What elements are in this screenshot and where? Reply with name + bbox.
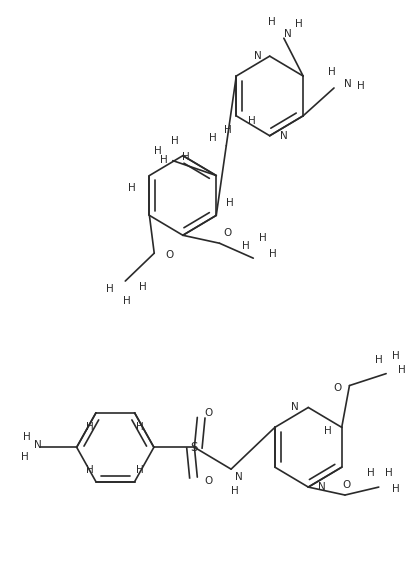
Text: H: H — [375, 355, 382, 365]
Text: N: N — [34, 440, 42, 450]
Text: N: N — [235, 472, 243, 482]
Text: H: H — [106, 284, 114, 294]
Text: H: H — [231, 486, 239, 496]
Text: H: H — [224, 125, 232, 135]
Text: N: N — [291, 403, 298, 413]
Text: O: O — [166, 250, 174, 260]
Text: H: H — [357, 81, 365, 91]
Text: H: H — [392, 350, 400, 360]
Text: N: N — [344, 79, 352, 89]
Text: H: H — [136, 421, 144, 431]
Text: H: H — [124, 296, 131, 306]
Text: N: N — [280, 131, 288, 141]
Text: H: H — [367, 468, 375, 478]
Text: O: O — [205, 409, 213, 419]
Text: H: H — [183, 151, 190, 161]
Text: H: H — [160, 154, 167, 164]
Text: H: H — [86, 465, 94, 475]
Text: O: O — [223, 228, 231, 238]
Text: N: N — [254, 51, 262, 61]
Text: H: H — [269, 17, 276, 27]
Text: H: H — [153, 146, 161, 156]
Text: H: H — [128, 183, 136, 193]
Text: H: H — [136, 465, 144, 475]
Text: H: H — [171, 136, 179, 146]
Text: H: H — [295, 19, 303, 29]
Text: O: O — [334, 383, 342, 393]
Text: N: N — [284, 29, 292, 39]
Text: H: H — [226, 198, 234, 208]
Text: H: H — [209, 133, 217, 143]
Text: H: H — [328, 67, 336, 77]
Text: H: H — [86, 421, 94, 431]
Text: H: H — [324, 426, 332, 436]
Text: O: O — [205, 476, 213, 486]
Text: N: N — [318, 482, 326, 492]
Text: H: H — [392, 484, 400, 494]
Text: H: H — [21, 452, 28, 462]
Text: S: S — [191, 441, 198, 454]
Text: H: H — [259, 233, 267, 243]
Text: H: H — [398, 365, 405, 375]
Text: O: O — [343, 480, 351, 490]
Text: H: H — [139, 282, 147, 292]
Text: H: H — [269, 249, 277, 259]
Text: H: H — [384, 468, 392, 478]
Text: H: H — [242, 241, 249, 251]
Text: H: H — [23, 432, 30, 443]
Text: H: H — [248, 116, 256, 126]
